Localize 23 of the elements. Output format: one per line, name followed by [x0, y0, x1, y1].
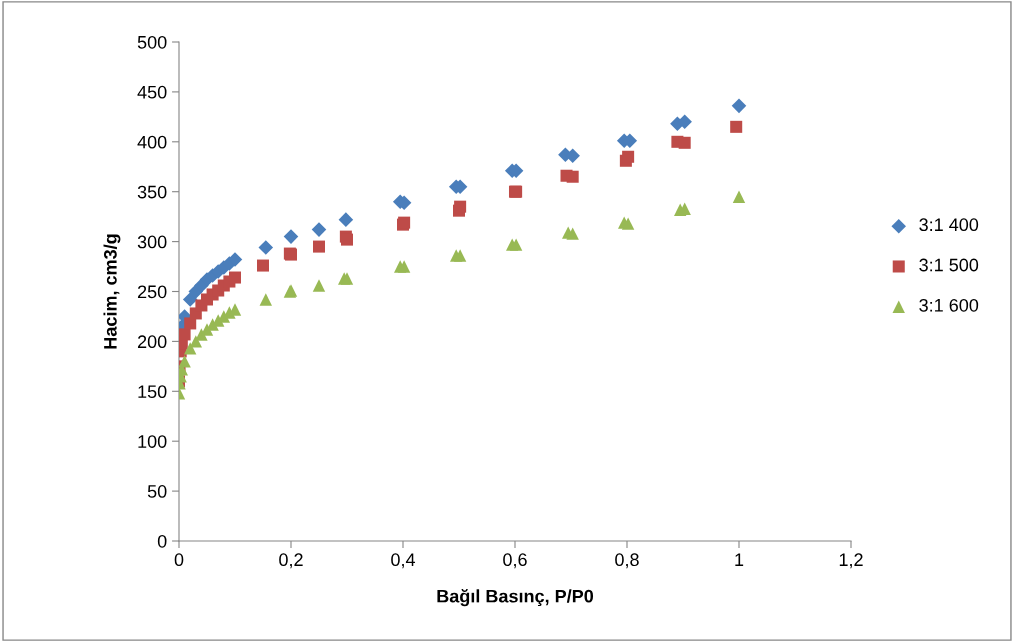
y-tick-label: 450 [137, 85, 167, 99]
x-tick-label: 0 [174, 553, 184, 567]
y-tick-label: 400 [137, 135, 167, 149]
x-tick-label: 0,4 [391, 553, 416, 569]
y-tick-label: 0 [157, 534, 167, 548]
legend-label: 3:1 600 [919, 298, 979, 312]
legend-label: 3:1 500 [919, 258, 979, 272]
y-tick-label: 100 [138, 435, 167, 448]
x-tick-label: 0,6 [503, 553, 527, 569]
y-tick-label: 350 [137, 185, 167, 199]
y-tick-label: 250 [137, 285, 167, 299]
y-tick-label: 50 [147, 485, 167, 498]
x-tick-label: 0,8 [615, 553, 639, 569]
y-axis-title: Hacim, cm3/g [103, 234, 121, 349]
y-tick-label: 150 [138, 385, 167, 399]
y-tick-label: 300 [137, 235, 167, 249]
y-tick-label: 200 [137, 335, 167, 349]
legend-label: 3:1 400 [919, 218, 979, 232]
x-tick-label: 1,2 [839, 553, 863, 569]
x-axis-title: Bağıl Basınç, P/P0 [437, 589, 594, 607]
x-tick-label: 1 [735, 553, 744, 566]
x-tick-label: 0,2 [279, 553, 303, 569]
y-tick-label: 500 [137, 35, 167, 49]
